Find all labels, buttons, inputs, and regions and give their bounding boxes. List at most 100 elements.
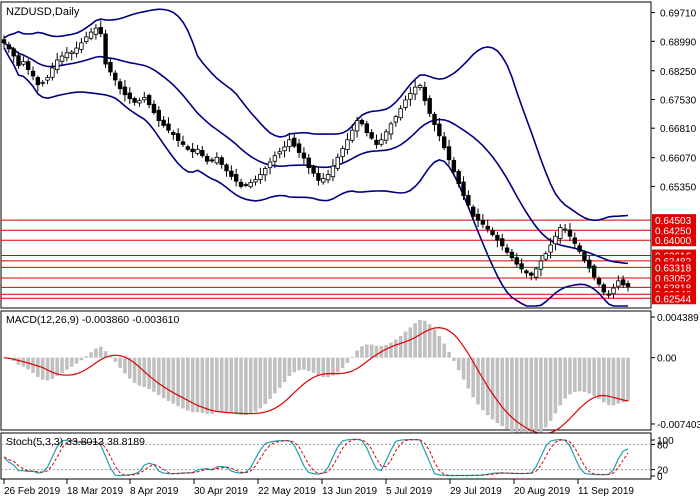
macd-bar — [534, 357, 538, 437]
macd-bar — [543, 357, 548, 428]
candle — [345, 133, 350, 155]
candle — [11, 46, 16, 63]
candle — [122, 80, 128, 102]
svg-text:0.62544: 0.62544 — [655, 294, 692, 305]
candle — [45, 74, 50, 85]
macd-bar — [205, 357, 209, 414]
price-tick-label: 0.69710 — [660, 9, 697, 20]
candle — [40, 80, 45, 87]
macd-bar — [403, 331, 408, 358]
price-panel: 0.69710 0.68990 0.68250 0.67530 0.66810 0.660… — [0, 1, 697, 309]
candle — [538, 255, 544, 277]
macd-bar — [31, 357, 35, 373]
macd-bar — [510, 357, 514, 432]
candle — [175, 128, 181, 147]
macd-bar — [248, 357, 253, 414]
macd-bar — [219, 357, 224, 413]
macd-bar — [45, 357, 50, 381]
candle — [625, 280, 631, 292]
candle — [529, 271, 534, 281]
macd-bar — [113, 357, 118, 362]
candle — [180, 135, 186, 148]
date-tick-label: 22 May 2019 — [258, 486, 316, 497]
candle — [248, 179, 253, 189]
stoch-tick-label: 80 — [657, 440, 669, 451]
candle — [533, 266, 539, 281]
macd-bar — [118, 357, 122, 368]
candle — [461, 176, 466, 201]
macd-bar — [234, 357, 238, 415]
svg-text:0.64503: 0.64503 — [655, 216, 692, 227]
candle — [296, 139, 302, 158]
macd-bar — [147, 357, 151, 390]
candle — [456, 169, 461, 188]
candle — [79, 37, 84, 54]
macd-bar — [597, 357, 601, 400]
macd-bar — [224, 357, 229, 413]
macd-bar — [16, 357, 21, 365]
price-tick-label: 0.68990 — [660, 37, 697, 48]
candle — [379, 133, 384, 147]
macd-bar — [108, 356, 113, 358]
macd-bar — [36, 357, 40, 377]
candle — [558, 224, 563, 244]
macd-bar — [568, 357, 572, 395]
macd-bar — [127, 357, 132, 379]
macd-bar — [200, 357, 205, 413]
macd-bar — [384, 344, 388, 358]
macd-bar — [355, 350, 359, 358]
candle — [509, 248, 515, 261]
candle — [301, 147, 307, 165]
candle — [161, 115, 166, 128]
bollinger-upper — [3, 8, 629, 222]
macd-bar — [408, 327, 413, 358]
macd-bar — [326, 357, 330, 378]
date-tick-label: 29 Jul 2019 — [450, 486, 502, 497]
candle — [393, 114, 399, 127]
candle — [485, 219, 490, 233]
candle — [113, 70, 118, 86]
macd-bar — [335, 357, 340, 373]
candle — [495, 231, 500, 248]
macd-bar — [55, 357, 60, 377]
macd-panel-frame — [0, 310, 652, 431]
macd-bar — [287, 357, 292, 377]
svg-text:0.64000: 0.64000 — [655, 236, 692, 247]
candle — [543, 251, 548, 261]
candle — [74, 41, 79, 58]
macd-bar — [437, 335, 442, 358]
candle — [437, 118, 442, 142]
macd-bar — [311, 357, 316, 373]
macd-tick-label: 0.00 — [657, 354, 677, 365]
candle — [195, 144, 200, 156]
candle — [572, 232, 577, 249]
macd-signal-line — [3, 326, 629, 435]
level-label: 0.64503 — [652, 214, 696, 227]
candle — [209, 157, 215, 163]
date-tick-label: 26 Feb 2019 — [4, 486, 61, 497]
macd-bar — [137, 357, 142, 386]
level-label: 0.64000 — [652, 234, 696, 247]
stoch-main-line — [3, 438, 629, 477]
candle — [412, 80, 418, 101]
candle — [277, 147, 282, 159]
candle — [219, 155, 224, 169]
macd-bar — [263, 357, 268, 405]
macd-bar — [282, 357, 287, 383]
macd-bar — [331, 357, 335, 376]
candle — [480, 214, 486, 229]
candle — [466, 190, 471, 209]
macd-bar — [529, 357, 534, 438]
price-tick-label: 0.68250 — [660, 67, 697, 78]
macd-bar — [447, 352, 451, 358]
macd-bar — [442, 343, 446, 358]
macd-bar — [577, 357, 582, 392]
macd-bar — [268, 357, 272, 400]
svg-text:0.64250: 0.64250 — [655, 226, 692, 237]
macd-bar — [297, 357, 301, 371]
date-tick-label: 11 Sep 2019 — [578, 486, 634, 497]
candle — [30, 66, 36, 81]
candle — [514, 252, 519, 267]
